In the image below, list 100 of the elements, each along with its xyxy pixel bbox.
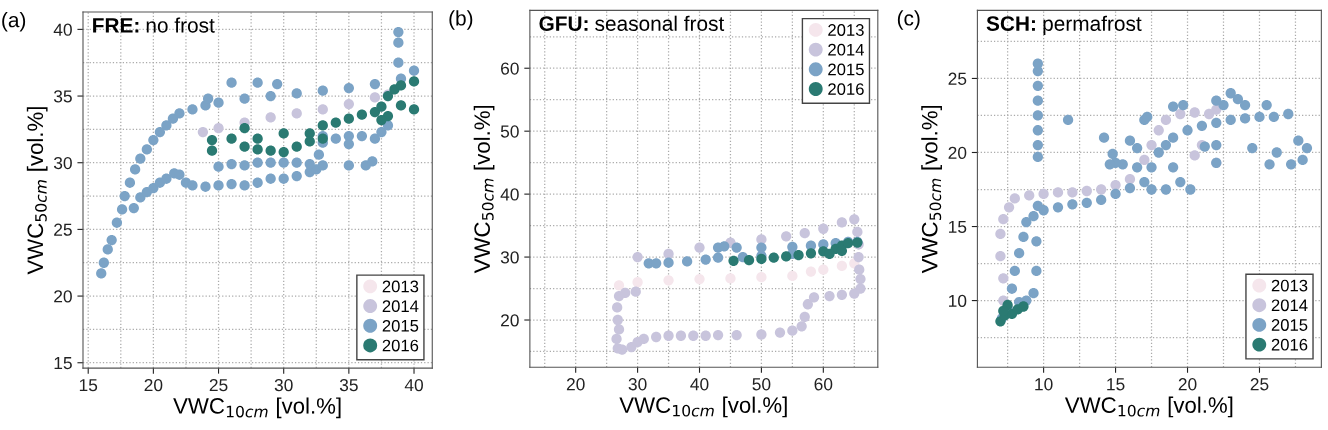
point (805, 248, 817, 259)
point (612, 302, 623, 313)
y-axis-title: VWC$_{50cm}$ [vol.%] (473, 105, 495, 274)
point (1146, 139, 1157, 151)
point (265, 112, 276, 123)
point (818, 264, 829, 275)
point (252, 144, 263, 155)
x-tick-label: 25 (209, 378, 228, 392)
x-tick-label: 20 (566, 378, 585, 391)
point (849, 214, 860, 225)
point (265, 145, 276, 156)
point (638, 333, 649, 345)
point (252, 133, 263, 144)
y-tick-label: 60 (501, 62, 519, 75)
annotation: GFU: (539, 16, 588, 31)
point (728, 255, 739, 266)
point (343, 113, 355, 124)
point (613, 324, 625, 335)
point (1024, 190, 1035, 201)
y-tick-label: 10 (949, 294, 967, 308)
point (408, 104, 420, 115)
point (663, 257, 674, 268)
point (343, 98, 355, 110)
point (836, 289, 848, 300)
chart-title: (c) (897, 10, 920, 30)
point (1038, 188, 1049, 200)
point (651, 331, 662, 343)
point (805, 266, 817, 277)
annotation: FRE: (93, 18, 139, 33)
y-axis-title: VWC$_{50cm}$ [vol.%] (921, 105, 942, 274)
point (756, 242, 767, 253)
point (632, 277, 643, 288)
point (1081, 185, 1092, 197)
point (802, 299, 813, 310)
point (408, 76, 420, 87)
x-tick-label: 30 (274, 378, 293, 392)
point (700, 330, 711, 341)
y-tick-label: 20 (501, 314, 519, 327)
x-tick-label: 25 (1250, 378, 1269, 391)
point (613, 280, 625, 291)
legend-label: 2016 (382, 339, 419, 352)
point (206, 145, 218, 156)
point (663, 330, 674, 341)
point (663, 275, 674, 286)
legend-label: 2013 (382, 280, 419, 293)
point (694, 242, 705, 253)
annotation: no frost (146, 17, 215, 33)
point (731, 242, 742, 253)
x-tick-label: 15 (79, 379, 98, 392)
y-tick-label: 20 (948, 146, 967, 159)
point (197, 126, 209, 138)
y-tick-label: 35 (53, 90, 72, 103)
legend-label: 2015 (1271, 319, 1308, 331)
y-tick-label: 25 (54, 223, 72, 236)
annotation: seasonal frost (595, 15, 725, 31)
legend-label: 2013 (1271, 279, 1308, 292)
point (1003, 202, 1015, 213)
x-tick-label: 20 (144, 378, 163, 392)
point (651, 258, 662, 269)
legend-label: 2013 (828, 24, 864, 36)
point (1009, 193, 1020, 204)
point (1110, 179, 1121, 191)
point (725, 273, 736, 284)
point (291, 141, 302, 152)
point (768, 252, 779, 263)
x-tick-label: 50 (752, 378, 771, 391)
point (330, 117, 341, 128)
legend-label: 2015 (382, 319, 419, 332)
point (824, 248, 835, 260)
y-tick-label: 40 (500, 188, 519, 201)
point (781, 251, 792, 262)
point (781, 231, 792, 242)
y-axis-title: VWC$_{50cm}$ [vol.%] (26, 107, 48, 275)
point (1160, 114, 1172, 126)
x-tick-label: 10 (1035, 378, 1053, 391)
point (731, 329, 742, 341)
point (1052, 187, 1064, 198)
point (278, 146, 289, 158)
point (291, 108, 302, 119)
y-tick-label: 25 (948, 72, 967, 85)
point (1189, 107, 1200, 118)
point (836, 217, 848, 228)
point (756, 253, 767, 265)
point (796, 321, 807, 332)
point (278, 128, 289, 139)
point (688, 330, 699, 341)
legend-label: 2014 (382, 300, 419, 313)
point (855, 273, 866, 285)
x-tick-label: 40 (690, 378, 709, 391)
point (793, 250, 804, 261)
point (1018, 301, 1029, 312)
point (756, 272, 767, 283)
point (854, 264, 865, 275)
y-tick-label: 30 (500, 251, 519, 264)
point (1189, 150, 1200, 161)
point (719, 241, 730, 252)
x-tick-label: 15 (1107, 378, 1125, 391)
point (1124, 173, 1136, 185)
point (799, 228, 810, 239)
point (787, 270, 798, 282)
